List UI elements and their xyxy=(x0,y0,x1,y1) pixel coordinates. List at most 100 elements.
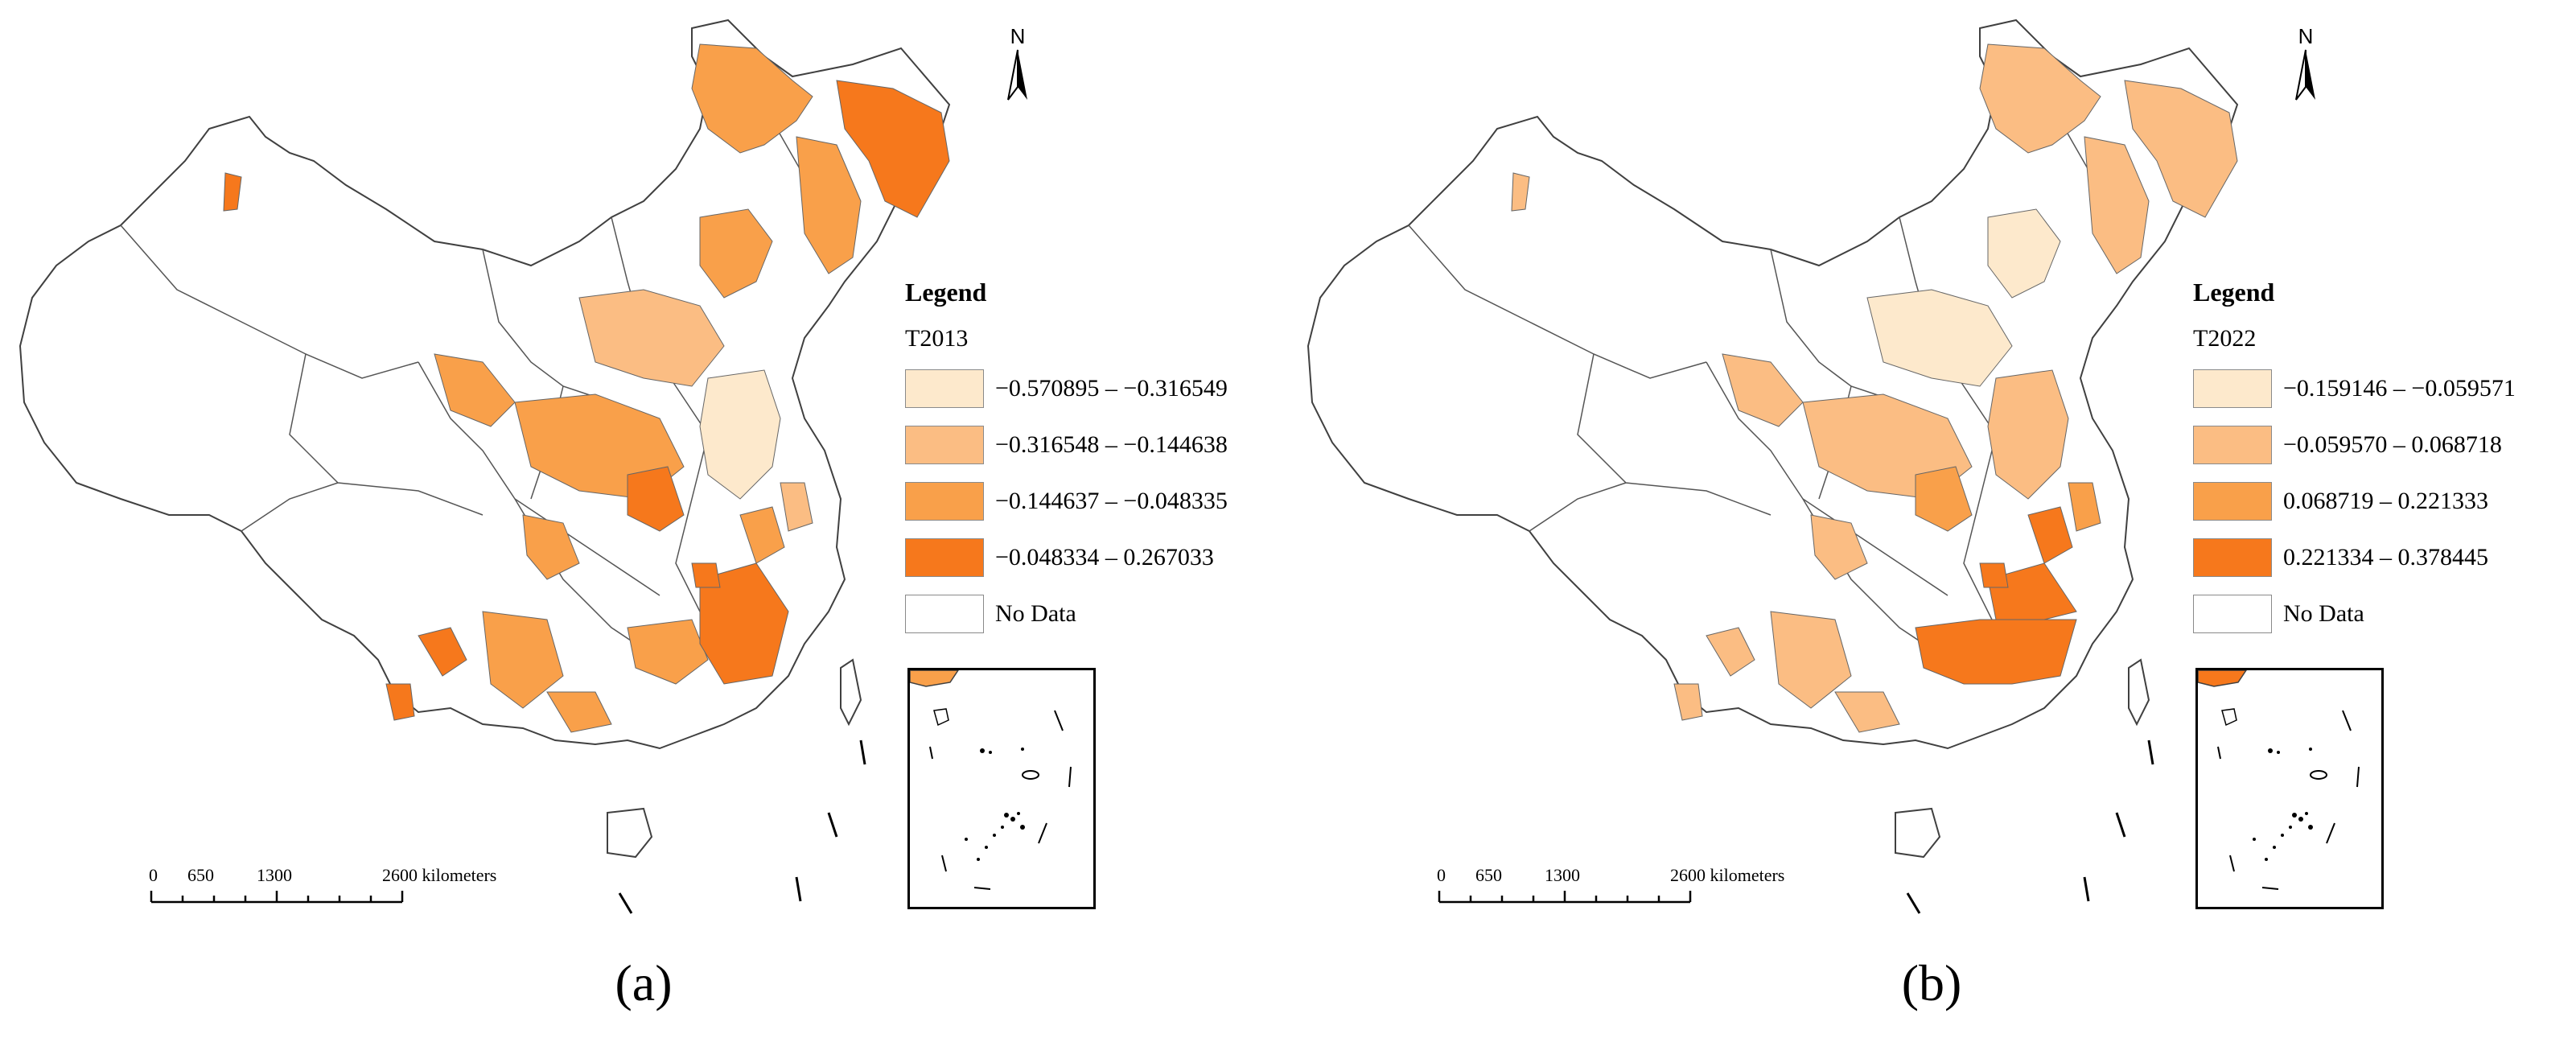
region-coast xyxy=(2068,482,2101,532)
region-guangxi xyxy=(546,691,612,733)
legend-item: −0.144637 – −0.048335 xyxy=(905,480,1288,523)
legend-swatch xyxy=(905,538,984,577)
region-shandong-pale xyxy=(699,369,781,500)
region-coast-light xyxy=(780,482,813,532)
south-china-sea-inset xyxy=(2195,668,2384,909)
region-yunnan-tip xyxy=(385,683,415,721)
legend-title: Legend xyxy=(905,278,987,307)
north-arrow: N xyxy=(1002,24,1034,105)
region-ne-east xyxy=(2124,80,2238,218)
inset-map xyxy=(910,670,1072,890)
legend-label: −0.570895 – −0.316549 xyxy=(995,375,1228,402)
region-guangxi xyxy=(1834,691,1900,733)
panel-caption: (b) xyxy=(1901,954,1962,1011)
hainan-island xyxy=(1895,807,1941,859)
region-xinjiang-spot xyxy=(223,172,242,212)
legend-swatch xyxy=(905,369,984,408)
legend-field: T2013 xyxy=(905,325,969,352)
legend-swatch xyxy=(2193,426,2272,464)
north-arrow-icon xyxy=(2295,49,2315,101)
south-china-sea-inset xyxy=(907,668,1096,909)
legend-item: −0.048334 – 0.267033 xyxy=(905,536,1288,579)
scale-bar-graphic xyxy=(1438,891,1692,904)
legend-label: 0.068719 – 0.221333 xyxy=(2283,488,2488,514)
region-anhui-dark xyxy=(2027,506,2073,564)
legend-label: −0.144637 – −0.048335 xyxy=(995,488,1228,514)
region-henan-dark xyxy=(627,466,685,532)
legend: Legend T2013 −0.570895 – −0.316549 −0.31… xyxy=(905,278,1288,649)
legend-label: No Data xyxy=(995,600,1076,627)
region-yunnan-tip xyxy=(1673,683,1703,721)
region-guangdong-dark xyxy=(1915,619,2077,685)
legend-item: No Data xyxy=(2193,592,2576,636)
inset-map xyxy=(2198,670,2360,890)
scale-tick-label: 650 xyxy=(187,865,214,885)
legend-swatch xyxy=(2193,538,2272,577)
north-arrow-icon xyxy=(1007,49,1027,101)
legend-label: −0.316548 – −0.144638 xyxy=(995,431,1228,458)
legend-swatch xyxy=(2193,595,2272,633)
nine-dash-line xyxy=(1906,739,2154,914)
region-henan xyxy=(1915,466,1973,532)
north-arrow: N xyxy=(2290,24,2322,105)
scale-tick-label: 1300 xyxy=(257,865,292,885)
region-yunnan-south xyxy=(482,611,564,709)
legend-label: −0.048334 – 0.267033 xyxy=(995,544,1214,570)
panel-caption: (a) xyxy=(615,954,673,1011)
region-yunnan-west xyxy=(1706,627,1755,677)
legend-label: No Data xyxy=(2283,600,2364,627)
scale-tick-label: 1300 xyxy=(1545,865,1580,885)
region-inner-mongolia xyxy=(1987,208,2061,299)
scale-bar: 0 650 1300 2600 kilometers xyxy=(1437,865,1784,921)
region-yunnan-south xyxy=(1770,611,1852,709)
region-shandong xyxy=(1987,369,2069,500)
region-qinghai-arm xyxy=(434,353,516,427)
region-inner-mongolia xyxy=(699,208,773,299)
nine-dash-line xyxy=(618,739,866,914)
taiwan-island xyxy=(840,658,862,727)
legend-field: T2022 xyxy=(2193,325,2257,352)
legend-swatch xyxy=(905,426,984,464)
legend-item: −0.316548 – −0.144638 xyxy=(905,423,1288,467)
scale-bar-graphic xyxy=(150,891,404,904)
region-jiangxi xyxy=(1987,562,2077,620)
legend: Legend T2022 −0.159146 – −0.059571 −0.05… xyxy=(2193,278,2576,649)
legend-item: −0.570895 – −0.316549 xyxy=(905,367,1288,410)
legend-swatch xyxy=(2193,482,2272,521)
scale-tick-label: 2600 kilometers xyxy=(1670,865,1785,885)
map-panel-a: N Legend T2013 −0.570895 – −0.316549 −0.… xyxy=(19,19,1288,1011)
legend-item: −0.159146 – −0.059571 xyxy=(2193,367,2576,410)
region-xinjiang-spot xyxy=(1511,172,1530,212)
legend-item: 0.068719 – 0.221333 xyxy=(2193,480,2576,523)
region-fills xyxy=(1511,43,2238,733)
region-ne-central xyxy=(796,136,862,274)
scale-tick-label: 0 xyxy=(149,865,158,885)
legend-label: 0.221334 – 0.378445 xyxy=(2283,544,2488,570)
map-panel-b: N Legend T2022 −0.159146 – −0.059571 −0.… xyxy=(1288,0,2576,1038)
legend-label: −0.059570 – 0.068718 xyxy=(2283,431,2502,458)
hainan-island xyxy=(607,807,653,859)
legend-swatch xyxy=(2193,369,2272,408)
region-sichuan xyxy=(522,514,580,580)
legend-item: 0.221334 – 0.378445 xyxy=(2193,536,2576,579)
region-ne-central xyxy=(2084,136,2150,274)
region-heilongjiang xyxy=(1979,43,2101,154)
region-fills xyxy=(223,43,950,733)
scale-tick-label: 650 xyxy=(1475,865,1502,885)
legend-item: −0.059570 – 0.068718 xyxy=(2193,423,2576,467)
region-qinghai-arm xyxy=(1722,353,1804,427)
taiwan-island xyxy=(2128,658,2150,727)
region-hubei xyxy=(691,562,721,588)
scale-tick-label: 0 xyxy=(1437,865,1446,885)
scale-tick-label: 2600 kilometers xyxy=(382,865,497,885)
legend-swatch xyxy=(905,482,984,521)
legend-title: Legend xyxy=(2193,278,2275,307)
region-north-light xyxy=(578,289,725,387)
legend-item: No Data xyxy=(905,592,1288,636)
legend-label: −0.159146 – −0.059571 xyxy=(2283,375,2516,402)
north-label: N xyxy=(1010,24,1026,48)
region-ne-east xyxy=(836,80,950,218)
region-hunan xyxy=(627,619,709,685)
choropleth-map-a xyxy=(19,19,951,914)
choropleth-map-b xyxy=(1307,19,2239,914)
